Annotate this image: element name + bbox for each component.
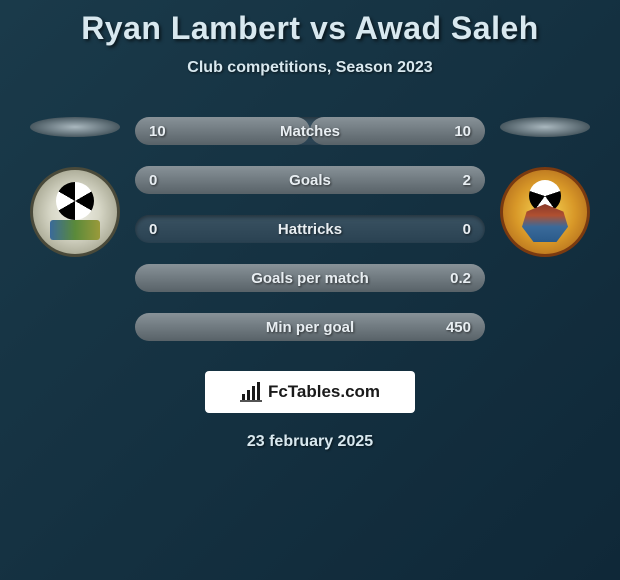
page-title: Ryan Lambert vs Awad Saleh	[0, 10, 620, 47]
comparison-widget: Ryan Lambert vs Awad Saleh Club competit…	[0, 0, 620, 461]
fctables-chart-icon	[240, 382, 262, 402]
subtitle: Club competitions, Season 2023	[0, 59, 620, 77]
stat-label: Hattricks	[278, 221, 342, 238]
stat-value-left: 0	[149, 221, 179, 238]
player-right-shadow	[500, 117, 590, 137]
stat-label: Min per goal	[266, 319, 354, 336]
stat-bar: 0 Hattricks 0	[135, 215, 485, 243]
player-right-col	[485, 112, 605, 257]
stat-bar: 10 Matches 10	[135, 117, 485, 145]
player-left-col	[15, 112, 135, 257]
stat-value-right: 450	[441, 319, 471, 336]
stat-value-right: 10	[441, 123, 471, 140]
team-badge-left	[30, 167, 120, 257]
stat-value-right: 0	[441, 221, 471, 238]
stat-bar: Min per goal 450	[135, 313, 485, 341]
stat-label: Matches	[280, 123, 340, 140]
stat-bar: Goals per match 0.2	[135, 264, 485, 292]
player-left-shadow	[30, 117, 120, 137]
stat-value-right: 2	[441, 172, 471, 189]
stat-bar: 0 Goals 2	[135, 166, 485, 194]
stat-label: Goals per match	[251, 270, 369, 287]
stat-value-left: 10	[149, 123, 179, 140]
stats-column: 10 Matches 10 0 Goals 2 0 Hattricks 0 Goals per m…	[135, 112, 485, 341]
main-area: 10 Matches 10 0 Goals 2 0 Hattricks 0 Goals per m…	[0, 112, 620, 341]
stat-label: Goals	[289, 172, 331, 189]
stat-value-right: 0.2	[441, 270, 471, 287]
stat-value-left: 0	[149, 172, 179, 189]
logo-box[interactable]: FcTables.com	[205, 371, 415, 413]
date-text: 23 february 2025	[0, 433, 620, 451]
logo-text: FcTables.com	[268, 382, 380, 402]
team-badge-right	[500, 167, 590, 257]
